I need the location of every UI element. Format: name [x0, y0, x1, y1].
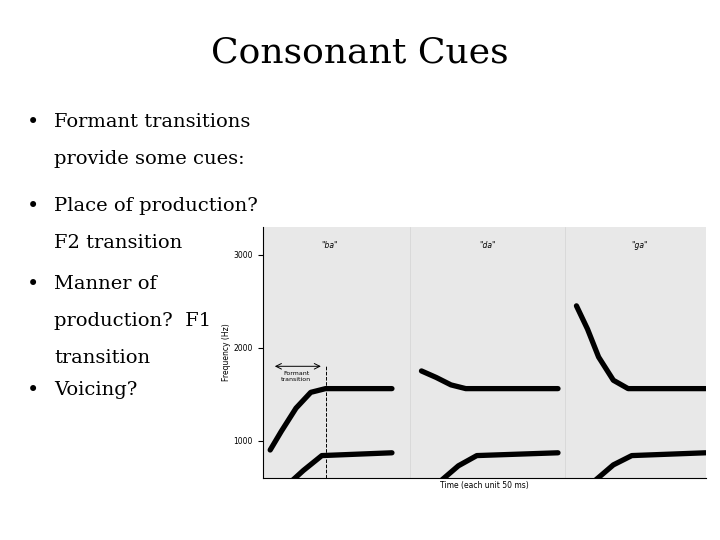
Text: Manner of: Manner of [54, 275, 157, 293]
Text: Voicing?: Voicing? [54, 381, 138, 399]
Text: •: • [27, 197, 40, 216]
Text: production?  F1: production? F1 [54, 312, 211, 330]
Text: Formant transitions: Formant transitions [54, 113, 251, 131]
Text: "da": "da" [480, 241, 496, 250]
X-axis label: Time (each unit 50 ms): Time (each unit 50 ms) [440, 481, 528, 490]
Text: Place of production?: Place of production? [54, 197, 258, 215]
Text: Consonant Cues: Consonant Cues [211, 35, 509, 69]
Text: F2 transition: F2 transition [54, 234, 182, 252]
Text: provide some cues:: provide some cues: [54, 150, 245, 168]
Text: •: • [27, 381, 40, 400]
Text: "ga": "ga" [631, 241, 647, 250]
Text: •: • [27, 275, 40, 294]
Text: •: • [27, 113, 40, 132]
Text: "ba": "ba" [321, 241, 338, 250]
Text: Formant
transition: Formant transition [281, 371, 311, 382]
Text: transition: transition [54, 349, 150, 367]
Y-axis label: Frequency (Hz): Frequency (Hz) [222, 323, 231, 381]
